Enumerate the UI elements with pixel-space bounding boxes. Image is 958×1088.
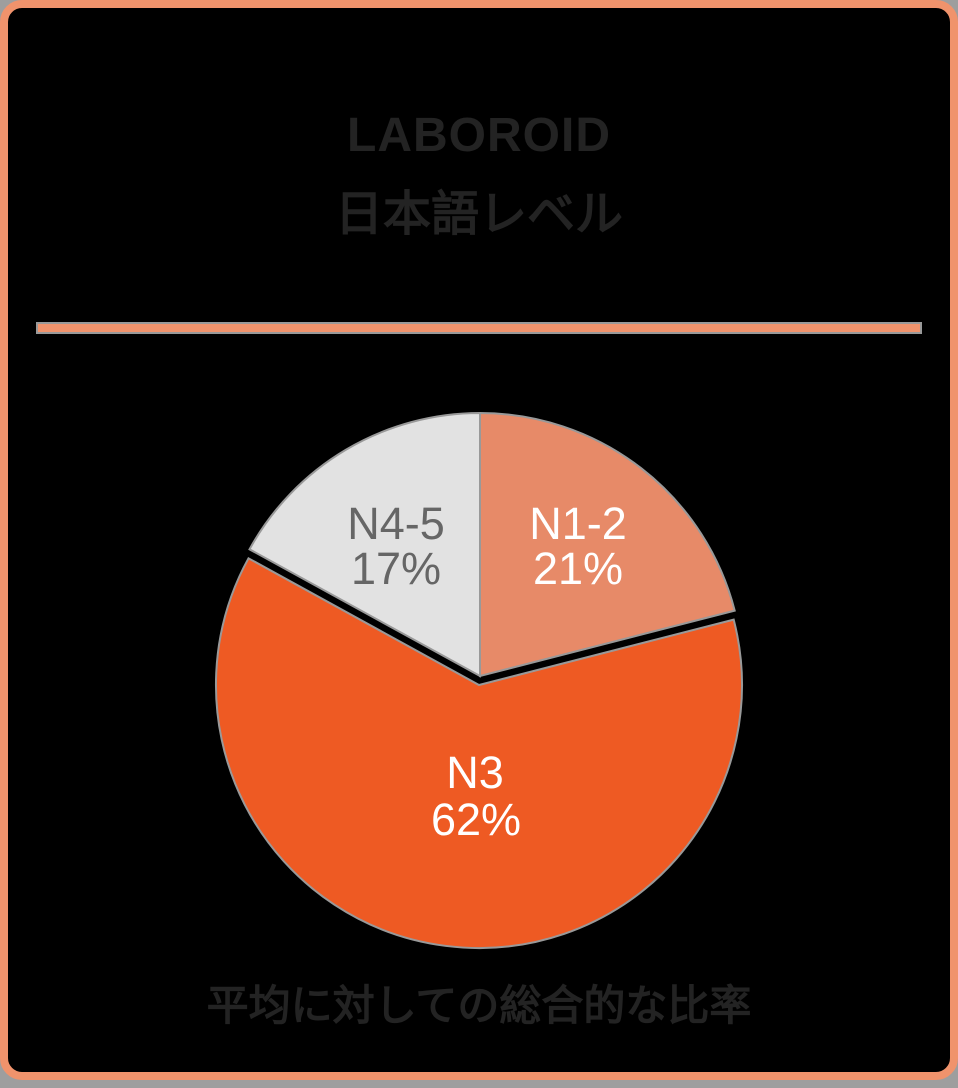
divider-line	[38, 324, 920, 332]
pie-slice-n4-5	[248, 411, 481, 678]
pie-slice-n1-2	[479, 411, 736, 678]
chart-caption: 平均に対しての総合的な比率	[206, 982, 752, 1029]
pie-chart: N4-5 17% N1-2 21% N3 62%	[214, 411, 743, 949]
page-title: LABOROID	[347, 109, 611, 162]
pie-label-n3: N3	[446, 747, 504, 798]
pie-value-n1-2: 21%	[533, 543, 623, 594]
pie-slice-n3	[214, 556, 743, 949]
pie-value-n4-5: 17%	[351, 543, 441, 594]
chart-title: 日本語レベル	[334, 188, 623, 241]
pie-value-n3: 62%	[431, 794, 521, 845]
pie-label-n4-5: N4-5	[347, 498, 445, 549]
pie-label-n1-2: N1-2	[529, 498, 627, 549]
